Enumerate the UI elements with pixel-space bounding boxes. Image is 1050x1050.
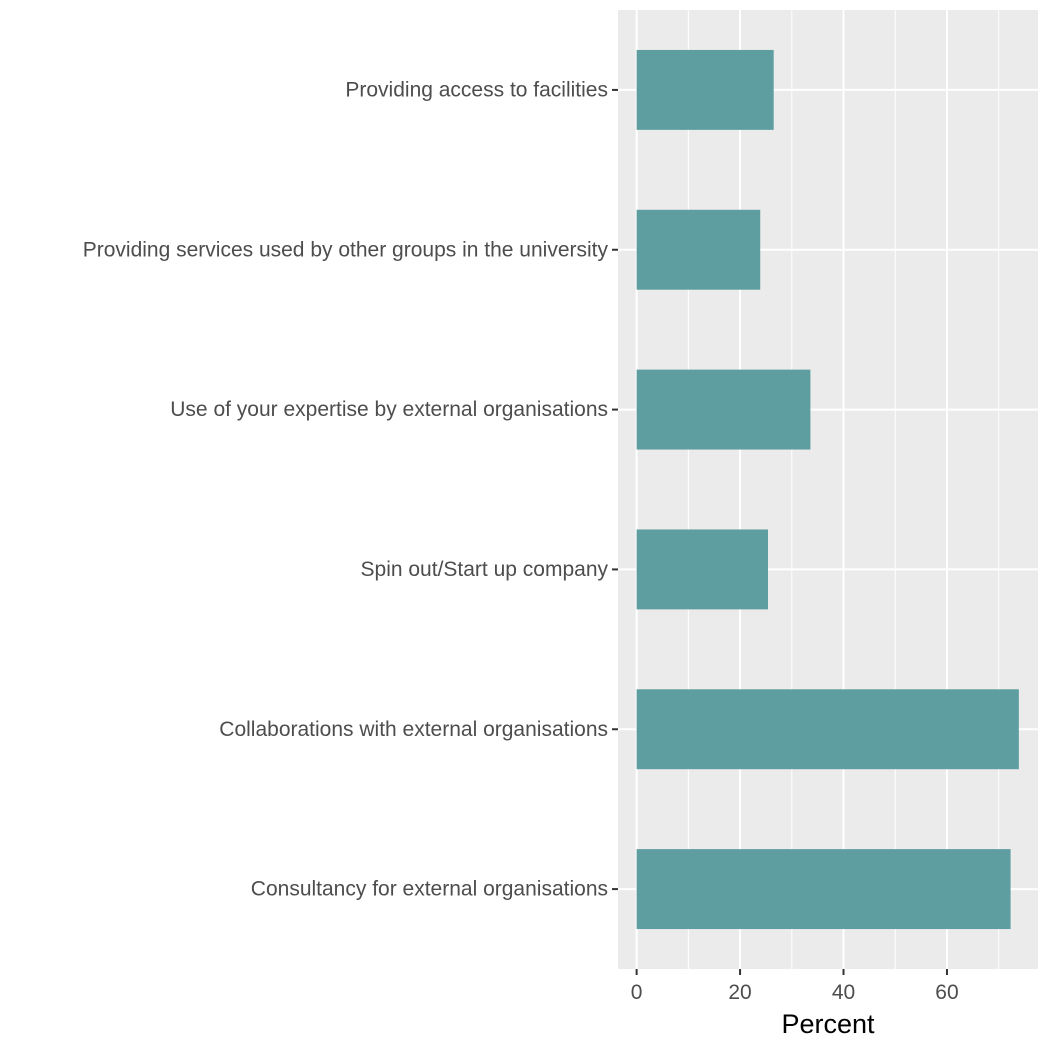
x-tick-label: 60 — [935, 981, 958, 1004]
minor-gridlines — [687, 10, 1000, 969]
category-label: Collaborations with external organisatio… — [219, 718, 608, 741]
bar — [636, 369, 811, 450]
x-tick-label: 40 — [832, 981, 855, 1004]
bar — [636, 849, 1011, 930]
category-label: Use of your expertise by external organi… — [170, 398, 608, 421]
category-label: Providing access to facilities — [345, 78, 608, 101]
plot-panel — [618, 10, 1038, 969]
y-axis: Providing access to facilities Providing … — [83, 78, 618, 901]
category-label: Providing services used by other groups … — [83, 238, 609, 261]
bar — [636, 209, 761, 290]
bar — [636, 529, 768, 610]
bar — [636, 49, 774, 130]
x-axis: 0 20 40 60 — [631, 969, 959, 1004]
bars — [636, 49, 1019, 930]
category-label: Spin out/Start up company — [361, 558, 609, 581]
x-tick-label: 20 — [728, 981, 751, 1004]
category-label: Consultancy for external organisations — [251, 878, 608, 901]
bar — [636, 689, 1019, 770]
x-tick-label: 0 — [631, 981, 643, 1004]
x-axis-title: Percent — [781, 1009, 875, 1039]
